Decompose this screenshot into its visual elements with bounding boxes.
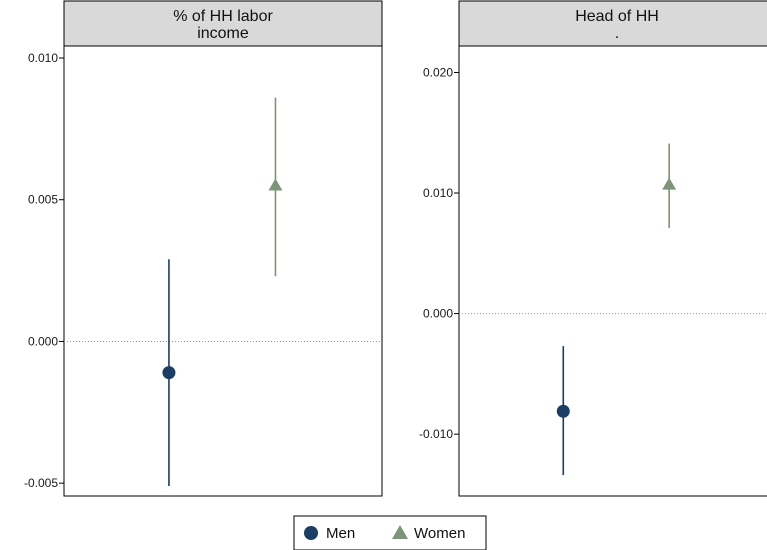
y-tick-label: 0.000 (28, 334, 58, 348)
women-point-estimate (268, 178, 283, 191)
men-point-estimate (162, 366, 176, 380)
y-tick-label: 0.010 (28, 51, 58, 65)
women-point-estimate (662, 177, 677, 190)
legend-men-label: Men (326, 525, 355, 542)
legend-women-marker (392, 525, 408, 539)
plot-frame (63, 45, 383, 497)
panel-title-line: % of HH labor (173, 8, 273, 25)
y-tick-label: 0.020 (423, 65, 453, 79)
legend (293, 515, 487, 550)
panel-title-strip (458, 0, 767, 47)
y-tick-label: 0.010 (423, 186, 453, 200)
panel-title-line: income (197, 25, 249, 42)
y-tick-label: -0.005 (24, 476, 58, 490)
legend-men-marker (304, 526, 318, 540)
y-tick-label: -0.010 (419, 427, 453, 441)
panel-title-strip (63, 0, 383, 47)
panel-title-line: . (615, 25, 619, 42)
men-point-estimate (556, 404, 570, 418)
y-tick-label: 0.005 (28, 193, 58, 207)
legend-women-label: Women (414, 525, 465, 542)
plot-frame (458, 45, 767, 497)
y-tick-label: 0.000 (423, 307, 453, 321)
panel-title-line: Head of HH (575, 8, 659, 25)
